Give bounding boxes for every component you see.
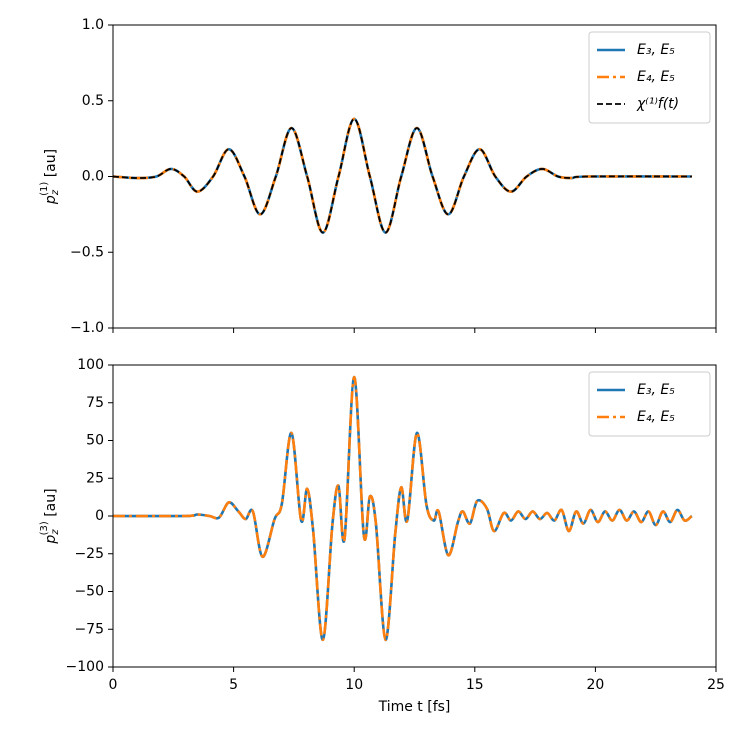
legend-label: E₄, E₅ bbox=[637, 69, 675, 85]
y-tick-label: 100 bbox=[77, 357, 104, 373]
y-tick-label: −75 bbox=[74, 621, 104, 637]
x-tick-label: 20 bbox=[586, 677, 604, 693]
y-tick-label: 0.5 bbox=[82, 93, 104, 109]
series-line bbox=[113, 375, 693, 642]
y-tick-label: −50 bbox=[74, 584, 104, 600]
legend-box bbox=[588, 371, 711, 437]
axes-frame bbox=[112, 364, 717, 668]
x-tick-label: 5 bbox=[229, 677, 238, 693]
y-label-base: p bbox=[43, 195, 59, 205]
y-label-sub: z bbox=[50, 529, 61, 536]
y-label-base: p bbox=[43, 535, 59, 545]
legend-box bbox=[588, 31, 711, 124]
legend-label: χ⁽¹⁾f(t) bbox=[636, 96, 679, 112]
y-tick-label: −0.5 bbox=[70, 244, 104, 260]
y-label-unit: [au] bbox=[43, 488, 59, 521]
legend-label: E₃, E₅ bbox=[637, 382, 675, 398]
y-tick-label: −100 bbox=[66, 659, 104, 675]
series-line bbox=[113, 118, 692, 234]
y-tick-label: 0 bbox=[95, 508, 104, 524]
y-tick-label: 0.0 bbox=[82, 169, 104, 185]
y-axis-label: pz(1) [au] bbox=[39, 149, 61, 205]
x-tick-label: 10 bbox=[345, 677, 363, 693]
y-tick-label: 25 bbox=[86, 470, 104, 486]
y-tick-label: 50 bbox=[86, 433, 104, 449]
y-label-sup: (3) bbox=[39, 521, 50, 535]
y-label-sub: z bbox=[50, 189, 61, 196]
legend-label: E₄, E₅ bbox=[637, 409, 675, 425]
y-tick-label: −25 bbox=[74, 546, 104, 562]
x-axis-label: Time t [fs] bbox=[378, 699, 451, 715]
y-tick-label: 1.0 bbox=[82, 17, 104, 33]
x-tick-label: 25 bbox=[707, 677, 725, 693]
y-tick-label: 75 bbox=[86, 395, 104, 411]
legend-label: E₃, E₅ bbox=[637, 42, 675, 58]
x-tick-label: 15 bbox=[466, 677, 484, 693]
x-tick-label: 0 bbox=[109, 677, 118, 693]
y-axis-label: pz(3) [au] bbox=[39, 488, 61, 544]
axes-frame bbox=[112, 24, 717, 329]
y-tick-label: −1.0 bbox=[70, 320, 104, 336]
y-label-sup: (1) bbox=[39, 182, 50, 196]
y-label-unit: [au] bbox=[43, 149, 59, 182]
